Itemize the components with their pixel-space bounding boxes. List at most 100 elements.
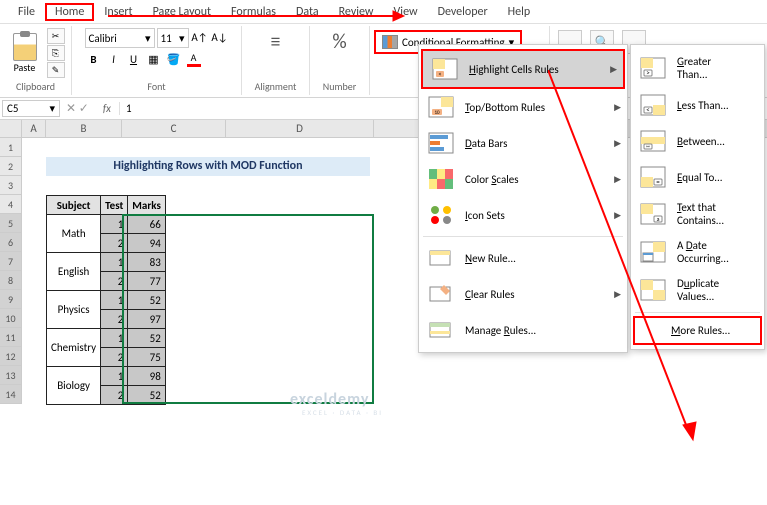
- menu-insert[interactable]: Insert: [94, 3, 142, 21]
- svg-text:<: <: [439, 70, 442, 78]
- cell-marks[interactable]: 52: [128, 329, 166, 348]
- menu-icon-sets[interactable]: Icon Sets ▶: [419, 197, 627, 233]
- submenu-between[interactable]: ⇿ Between...: [631, 123, 764, 159]
- cell-subject: English: [47, 253, 101, 291]
- menu-data-bars[interactable]: Data Bars ▶: [419, 125, 627, 161]
- menu-formulas[interactable]: Formulas: [221, 3, 286, 21]
- cell-test[interactable]: 2: [101, 234, 128, 253]
- cell-test[interactable]: 1: [101, 291, 128, 310]
- menu-page-layout[interactable]: Page Layout: [143, 3, 221, 21]
- row-header-7[interactable]: 7: [0, 252, 22, 271]
- menu-help[interactable]: Help: [498, 3, 541, 21]
- menu-new-rule[interactable]: New Rule...: [419, 240, 627, 276]
- menu-view[interactable]: View: [384, 3, 428, 21]
- bold-button[interactable]: B: [85, 50, 103, 68]
- table-row[interactable]: Biology198: [47, 367, 166, 386]
- submenu-duplicate-values[interactable]: Duplicate Values...: [631, 271, 764, 309]
- color-scales-icon: [427, 167, 455, 191]
- table-row[interactable]: English183: [47, 253, 166, 272]
- menu-clear-rules[interactable]: Clear Rules ▶: [419, 276, 627, 312]
- cell-test[interactable]: 2: [101, 272, 128, 291]
- submenu-more-rules[interactable]: More Rules...: [633, 316, 762, 345]
- col-header-c[interactable]: C: [122, 120, 226, 137]
- text-contains-icon: a: [639, 202, 667, 226]
- cell-marks[interactable]: 94: [128, 234, 166, 253]
- cell-test[interactable]: 2: [101, 310, 128, 329]
- select-all-corner[interactable]: [0, 120, 22, 137]
- cell-marks[interactable]: 75: [128, 348, 166, 367]
- cell-test[interactable]: 2: [101, 348, 128, 367]
- menu-review[interactable]: Review: [329, 3, 384, 21]
- menu-manage-rules[interactable]: Manage Rules...: [419, 312, 627, 348]
- menu-color-scales[interactable]: Color Scales ▶: [419, 161, 627, 197]
- cell-test[interactable]: 1: [101, 215, 128, 234]
- header-subject: Subject: [47, 196, 101, 215]
- row-header-12[interactable]: 12: [0, 347, 22, 366]
- svg-text:10: 10: [434, 110, 440, 116]
- table-row[interactable]: Chemistry152: [47, 329, 166, 348]
- row-header-6[interactable]: 6: [0, 233, 22, 252]
- cell-test[interactable]: 1: [101, 329, 128, 348]
- icon-sets-icon: [427, 203, 455, 227]
- cell-test[interactable]: 2: [101, 386, 128, 405]
- col-header-b[interactable]: B: [46, 120, 122, 137]
- cell-test[interactable]: 1: [101, 253, 128, 272]
- cell-marks[interactable]: 98: [128, 367, 166, 386]
- cut-button[interactable]: ✂: [47, 28, 65, 44]
- col-header-a[interactable]: A: [22, 120, 46, 137]
- cell-marks[interactable]: 77: [128, 272, 166, 291]
- menu-file[interactable]: File: [8, 3, 45, 21]
- row-header-13[interactable]: 13: [0, 366, 22, 385]
- font-color-button[interactable]: A: [185, 50, 203, 68]
- row-header-5[interactable]: 5: [0, 214, 22, 233]
- format-painter-button[interactable]: ✎: [47, 62, 65, 78]
- italic-button[interactable]: I: [105, 50, 123, 68]
- svg-text:a: a: [657, 215, 660, 223]
- row-header-8[interactable]: 8: [0, 271, 22, 290]
- submenu-greater-than[interactable]: > Greater Than...: [631, 49, 764, 87]
- row-header-2[interactable]: 2: [0, 157, 22, 176]
- decrease-font-button[interactable]: A↓: [211, 28, 229, 46]
- menu-data[interactable]: Data: [286, 3, 329, 21]
- table-row[interactable]: Math166: [47, 215, 166, 234]
- submenu-equal-to[interactable]: = Equal To...: [631, 159, 764, 195]
- cell-marks[interactable]: 83: [128, 253, 166, 272]
- col-header-d[interactable]: D: [226, 120, 374, 137]
- submenu-text-contains[interactable]: a Text that Contains...: [631, 195, 764, 233]
- menu-top-bottom-rules[interactable]: 10 Top/Bottom Rules ▶: [419, 89, 627, 125]
- underline-button[interactable]: U: [125, 50, 143, 68]
- menu-developer[interactable]: Developer: [428, 3, 498, 21]
- borders-button[interactable]: ▦: [145, 50, 163, 68]
- row-header-10[interactable]: 10: [0, 309, 22, 328]
- cell-marks[interactable]: 97: [128, 310, 166, 329]
- header-test: Test: [101, 196, 128, 215]
- copy-button[interactable]: ⎘: [47, 45, 65, 61]
- paste-button[interactable]: Paste: [7, 31, 43, 76]
- cell-test[interactable]: 1: [101, 367, 128, 386]
- menu-home[interactable]: Home: [45, 3, 94, 21]
- font-size-combo[interactable]: 11▾: [157, 28, 189, 48]
- cell-marks[interactable]: 52: [128, 386, 166, 405]
- row-header-1[interactable]: 1: [0, 138, 22, 157]
- row-header-14[interactable]: 14: [0, 385, 22, 404]
- row-header-3[interactable]: 3: [0, 176, 22, 195]
- name-box[interactable]: C5▾: [2, 100, 60, 117]
- cell-subject: Math: [47, 215, 101, 253]
- clear-rules-icon: [427, 282, 455, 306]
- submenu-less-than[interactable]: < Less Than...: [631, 87, 764, 123]
- increase-font-button[interactable]: A↑: [191, 28, 209, 46]
- title-band: Highlighting Rows with MOD Function: [46, 157, 370, 176]
- svg-text:>: >: [646, 68, 650, 77]
- font-family-combo[interactable]: Calibri▾: [85, 28, 155, 48]
- submenu-date-occurring[interactable]: A Date Occurring...: [631, 233, 764, 271]
- cell-marks[interactable]: 66: [128, 215, 166, 234]
- row-header-4[interactable]: 4: [0, 195, 22, 214]
- alignment-icon[interactable]: ≡: [265, 28, 287, 56]
- cell-marks[interactable]: 52: [128, 291, 166, 310]
- row-header-11[interactable]: 11: [0, 328, 22, 347]
- table-row[interactable]: Physics152: [47, 291, 166, 310]
- percent-icon[interactable]: %: [326, 28, 352, 56]
- row-header-9[interactable]: 9: [0, 290, 22, 309]
- menu-highlight-cells-rules[interactable]: < Highlight Cells Rules ▶: [421, 49, 625, 89]
- fill-color-button[interactable]: 🪣: [165, 50, 183, 68]
